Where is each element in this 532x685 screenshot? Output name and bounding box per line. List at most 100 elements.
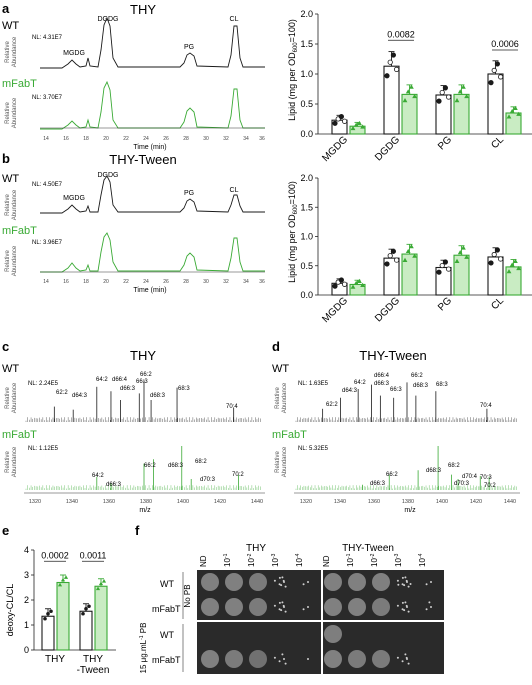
panel-b-peak-cl: CL <box>230 187 239 194</box>
row-label-wt-2: WT <box>160 630 174 640</box>
x-tick-label: DGDG <box>373 295 402 324</box>
data-point <box>439 262 445 269</box>
y-tick-label: 1 <box>24 620 29 630</box>
x-tick-label: THY <box>83 654 103 665</box>
data-point <box>464 93 469 99</box>
dilution-label: 10-4 <box>295 553 304 567</box>
svg-text:64:2: 64:2 <box>96 377 108 383</box>
svg-text:66:2: 66:2 <box>411 373 423 379</box>
svg-text:1440: 1440 <box>504 499 516 505</box>
panel-d-xlabel: m/z <box>404 507 416 514</box>
panel-d-mut-nl: NL: 5.32E5 <box>298 446 329 452</box>
data-point <box>412 253 417 258</box>
svg-text:Relative: Relative <box>5 41 11 63</box>
panel-b: b THY-Tween WT mFabT NL: 4.50E7 NL: 3.96… <box>2 151 265 294</box>
colony-dot <box>401 660 404 663</box>
panel-b-bars: 0.0 0.5 1.0 1.5 2.0 MGDG DGDG PG CL <box>300 173 532 325</box>
panel-e: e deoxy-CL/CL 012340.0002THY0.0011THY-Tw… <box>2 523 116 676</box>
data-point <box>409 84 414 89</box>
data-point <box>60 577 66 582</box>
svg-text:70:2: 70:2 <box>484 483 496 489</box>
svg-text:d66:3: d66:3 <box>120 386 136 392</box>
dilution-label: 10-2 <box>247 553 256 567</box>
svg-text:66:2: 66:2 <box>386 472 398 478</box>
svg-text:22: 22 <box>123 279 129 285</box>
y-tick-label: 0.5 <box>300 261 313 271</box>
panel-d-mut-label: mFabT <box>272 429 307 441</box>
data-point <box>439 89 445 96</box>
svg-text:24: 24 <box>143 136 149 142</box>
bar-wt <box>79 610 93 651</box>
svg-text:Relative: Relative <box>5 194 11 216</box>
panel-c-wt-peak-labels: 62:2 d64:3 64:2 d66:4 d66:3 66:3 66:2 d6… <box>56 372 238 410</box>
colony-dot <box>401 583 404 586</box>
data-point <box>454 97 460 103</box>
panel-c-ylabel-top: Relative Abundance <box>5 382 18 413</box>
colony-spot <box>249 598 267 616</box>
svg-text:64:2: 64:2 <box>92 473 104 479</box>
data-point <box>360 124 365 129</box>
panel-a-peak-pg: PG <box>184 44 194 51</box>
data-point <box>43 616 47 621</box>
panel-c-xticks: 1320 1340 1360 1380 1400 1420 1440 <box>29 499 263 505</box>
colony-spots <box>201 573 432 668</box>
colony-spot <box>372 598 390 616</box>
svg-text:66:2: 66:2 <box>144 463 156 469</box>
svg-text:28: 28 <box>183 136 189 142</box>
colony-dot <box>407 585 410 588</box>
colony-dot <box>401 608 404 611</box>
svg-text:1380: 1380 <box>140 499 152 505</box>
y-tick-label: 1.0 <box>300 232 313 242</box>
colony-dot <box>401 601 404 604</box>
svg-text:68:2: 68:2 <box>448 463 460 469</box>
panel-e-ylabel: deoxy-CL/CL <box>5 584 15 637</box>
panel-c-title: THY <box>130 348 156 363</box>
svg-text:1340: 1340 <box>66 499 78 505</box>
panel-d: d THY-Tween WT mFabT NL: 1.63E5 NL: 5.32… <box>272 339 520 514</box>
data-point <box>445 94 452 100</box>
colony-dot <box>278 576 281 579</box>
y-tick-label: 1.0 <box>300 69 313 79</box>
colony-dot <box>409 583 412 586</box>
panel-a-letter: a <box>2 1 10 16</box>
svg-text:1360: 1360 <box>103 499 115 505</box>
panel-a-xlabel: Time (min) <box>133 144 166 151</box>
svg-text:d68:3: d68:3 <box>168 463 184 469</box>
x-tick-label: CL <box>489 134 506 151</box>
data-point <box>491 251 497 258</box>
svg-text:66:3: 66:3 <box>136 379 148 385</box>
panel-c-mut-peak-labels: 64:2 d66:3 66:2 d68:3 68:2 d70:3 70:2 <box>92 459 244 488</box>
data-point <box>457 89 463 94</box>
data-point <box>442 259 448 265</box>
svg-text:70:4: 70:4 <box>226 404 238 410</box>
svg-text:Relative: Relative <box>5 250 11 272</box>
x-tick-label: PG <box>436 134 454 152</box>
panel-d-wt-spectrum <box>295 382 517 422</box>
y-tick-label: 2 <box>24 595 29 605</box>
colony-dot <box>430 581 432 583</box>
data-point <box>436 269 442 275</box>
svg-text:1420: 1420 <box>470 499 482 505</box>
panel-a-xticks: 14 16 18 20 22 24 26 28 30 32 34 36 <box>43 136 265 142</box>
svg-text:14: 14 <box>43 136 49 142</box>
data-point <box>353 280 359 285</box>
colony-dot <box>430 606 432 608</box>
colony-dot <box>396 579 399 582</box>
colony-dot <box>278 608 281 611</box>
x-tick-label: DGDG <box>373 134 402 163</box>
svg-text:36: 36 <box>259 136 265 142</box>
panel-c-xlabel: m/z <box>139 507 151 514</box>
svg-text:26: 26 <box>163 136 169 142</box>
svg-text:1360: 1360 <box>368 499 380 505</box>
panel-a-peak-mgdg: MGDG <box>63 50 85 57</box>
colony-dot <box>284 585 287 588</box>
plate-row-labels: WT mFabT WT mFabT <box>152 579 181 665</box>
y-tick-label: 1.5 <box>300 39 313 49</box>
svg-text:62:2: 62:2 <box>56 390 68 396</box>
svg-text:26: 26 <box>163 279 169 285</box>
colony-dot <box>283 658 285 660</box>
colony-dot <box>405 579 408 582</box>
panel-b-wt-trace <box>40 175 265 214</box>
data-point <box>497 74 504 80</box>
